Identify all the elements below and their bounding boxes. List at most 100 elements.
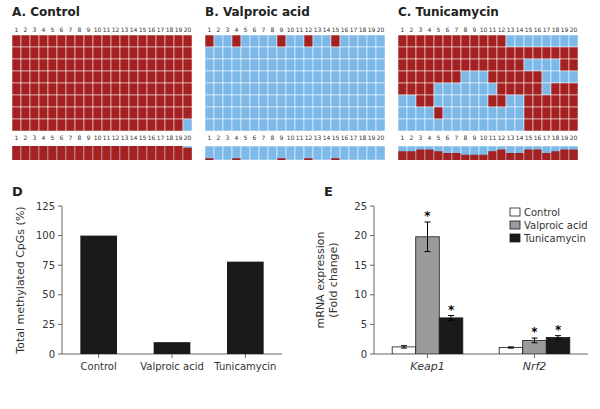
significance-marker: *	[531, 325, 538, 339]
summary-bar-methylated	[12, 146, 21, 160]
cpg-label-bottom: 15	[332, 134, 340, 141]
heatmap-cell	[425, 47, 434, 59]
heatmap-cell	[376, 107, 385, 119]
heatmap-cell	[39, 119, 48, 131]
bar	[523, 340, 547, 354]
heatmap-cell	[331, 95, 340, 107]
error-bar-cap	[401, 345, 407, 346]
summary-bar-methylated	[425, 150, 434, 161]
summary-bar-methylated	[349, 160, 358, 161]
bar	[80, 236, 117, 354]
heatmap-cell	[434, 47, 443, 59]
bar	[227, 262, 264, 354]
heatmap-cell	[425, 83, 434, 95]
summary-bar-background	[416, 146, 425, 160]
heatmap-cell	[111, 59, 120, 71]
heatmap-cell	[434, 83, 443, 95]
bar	[154, 342, 191, 354]
cpg-label-top: 5	[437, 26, 441, 33]
heatmap-cell	[102, 47, 111, 59]
heatmap-cell	[250, 47, 259, 59]
cpg-label-top: 11	[489, 26, 497, 33]
heatmap-cell	[551, 59, 560, 71]
heatmap-cell	[313, 107, 322, 119]
heatmap-cell	[223, 59, 232, 71]
heatmap-cell	[250, 35, 259, 47]
heatmap-cell	[232, 59, 241, 71]
summary-bar-methylated	[470, 155, 479, 160]
heatmap-cell	[241, 35, 250, 47]
bar	[416, 237, 440, 354]
heatmap-cell	[295, 107, 304, 119]
heatmap-cell	[304, 107, 313, 119]
cpg-label-bottom: 20	[184, 134, 192, 141]
x-tick-label: Valproic acid	[140, 361, 204, 372]
cpg-label-bottom: 2	[24, 134, 28, 141]
heatmap-cell	[66, 35, 75, 47]
heatmap-cell	[533, 95, 542, 107]
heatmap-cell	[48, 71, 57, 83]
y-axis-line	[62, 206, 63, 354]
summary-bar-methylated	[295, 160, 304, 161]
summary-bar-background	[331, 146, 340, 160]
heatmap-cell	[183, 119, 192, 131]
cpg-label-bottom: 11	[103, 134, 111, 141]
heatmap-cell	[461, 35, 470, 47]
heatmap-cell	[515, 83, 524, 95]
heatmap-cell	[174, 35, 183, 47]
heatmap-cell	[102, 95, 111, 107]
panel-title: A. Control	[12, 5, 80, 19]
summary-bar-background	[93, 146, 102, 160]
summary-bar-methylated	[416, 150, 425, 161]
heatmap-cell	[425, 35, 434, 47]
cpg-label-bottom: 1	[401, 134, 405, 141]
summary-bar-background	[84, 146, 93, 160]
heatmap-cell	[214, 119, 223, 131]
legend-swatch	[510, 208, 520, 216]
summary-bar-background	[66, 146, 75, 160]
summary-bar-methylated	[304, 158, 313, 160]
cpg-label-bottom: 17	[543, 134, 551, 141]
summary-bar-background	[75, 146, 84, 160]
cpg-label-bottom: 8	[464, 134, 468, 141]
summary-bar-background	[295, 146, 304, 160]
heatmap-cell	[57, 119, 66, 131]
summary-bar-methylated	[398, 151, 407, 160]
heatmap-cell	[48, 83, 57, 95]
heatmap-cell	[304, 47, 313, 59]
heatmap-cell	[560, 119, 569, 131]
cpg-label-bottom: 12	[305, 134, 313, 141]
error-bar-cap	[508, 348, 514, 349]
heatmap-cell	[129, 83, 138, 95]
cpg-label-top: 20	[570, 26, 578, 33]
heatmap-cell	[277, 119, 286, 131]
heatmap-cell	[268, 71, 277, 83]
heatmap-cell	[111, 83, 120, 95]
heatmap-cell	[461, 71, 470, 83]
heatmap-cell	[268, 107, 277, 119]
heatmap-cell	[560, 47, 569, 59]
heatmap-cell	[497, 95, 506, 107]
heatmap-cell	[367, 107, 376, 119]
heatmap-cell	[223, 71, 232, 83]
heatmap-cell	[120, 83, 129, 95]
cpg-label-bottom: 3	[226, 134, 230, 141]
cpg-label-top: 8	[78, 26, 82, 33]
heatmap-cell	[75, 59, 84, 71]
heatmap-cell	[75, 71, 84, 83]
heatmap-cell	[551, 71, 560, 83]
summary-bar-methylated	[129, 146, 138, 160]
heatmap-cell	[398, 95, 407, 107]
cpg-label-top: 14	[323, 26, 331, 33]
heatmap-cell	[407, 119, 416, 131]
cpg-label-bottom: 14	[323, 134, 331, 141]
heatmap-cell	[524, 119, 533, 131]
heatmap-cell	[277, 47, 286, 59]
cpg-label-top: 2	[410, 26, 414, 33]
cpg-label-bottom: 5	[437, 134, 441, 141]
heatmap-cell	[340, 35, 349, 47]
cpg-label-bottom: 13	[121, 134, 129, 141]
heatmap-cell	[138, 35, 147, 47]
heatmap-cell	[39, 107, 48, 119]
heatmap-cell	[75, 119, 84, 131]
